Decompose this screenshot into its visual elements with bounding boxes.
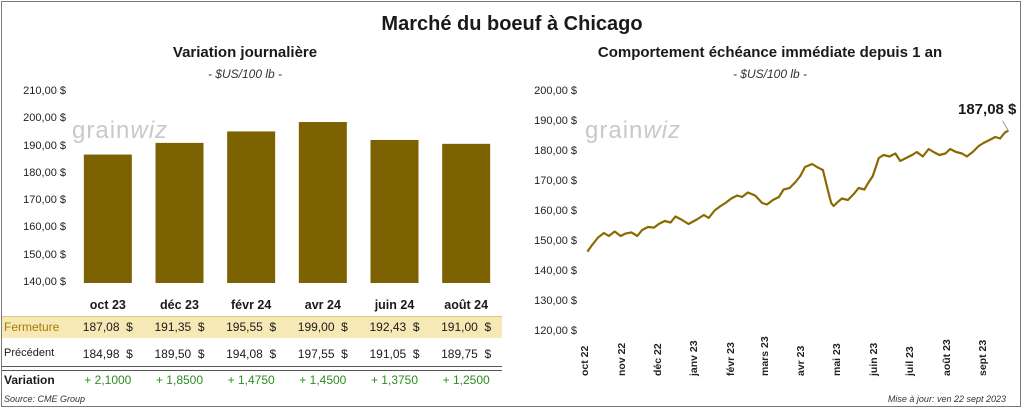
variation-cell: + 1,3750 [370, 373, 419, 387]
x-month-label: févr 23 [725, 342, 738, 376]
bar [227, 131, 276, 283]
watermark-text1: grain [72, 117, 131, 144]
bar [155, 142, 204, 283]
y-tick-label: 180,00 $ [23, 166, 66, 179]
precedent-cell: 197,55 $ [297, 347, 348, 361]
fermeture-cell: 191,35 $ [154, 320, 205, 334]
x-month-label: avr 23 [795, 345, 808, 376]
source-note: Source: CME Group [4, 394, 86, 404]
fermeture-cell: 187,08 $ [82, 320, 133, 334]
variation-cell: + 1,4500 [299, 373, 347, 387]
row-label-variation: Variation [4, 373, 55, 387]
fermeture-cell: 192,43 $ [369, 320, 420, 334]
label-leader [1002, 120, 1009, 132]
precedent-cell: 184,98 $ [82, 347, 133, 361]
watermark-left: grainwiz [72, 117, 168, 145]
y-tick-label: 170,00 $ [534, 175, 577, 187]
fermeture-cell: 199,00 $ [297, 320, 348, 334]
table-divider [2, 370, 502, 371]
watermark-text1: grain [585, 117, 644, 144]
x-category-label: avr 24 [304, 298, 341, 312]
precedent-cell: 191,05 $ [369, 347, 420, 361]
fermeture-cell: 195,55 $ [226, 320, 277, 334]
y-tick-label: 160,00 $ [23, 221, 66, 234]
y-tick-label: 190,00 $ [534, 115, 577, 127]
y-tick-label: 150,00 $ [534, 235, 577, 247]
x-month-label: août 23 [940, 339, 953, 376]
x-category-label: oct 23 [89, 298, 126, 312]
bar [370, 139, 419, 283]
y-tick-label: 120,00 $ [534, 325, 577, 337]
watermark-text2: wiz [130, 117, 169, 144]
watermark-right: grainwiz [585, 117, 681, 145]
table-divider [2, 366, 502, 367]
left-chart-title: Variation journalière [172, 44, 318, 61]
y-tick-label: 190,00 $ [23, 139, 66, 152]
y-tick-label: 180,00 $ [534, 145, 577, 157]
x-category-label: août 24 [444, 298, 489, 312]
x-month-label: mars 23 [758, 336, 771, 376]
row-label-precedent: Précédent [4, 347, 55, 359]
x-category-label: févr 24 [231, 298, 272, 312]
x-month-label: mai 23 [831, 343, 844, 376]
x-category-label: juin 24 [374, 298, 415, 312]
y-tick-label: 200,00 $ [534, 85, 577, 97]
x-month-label: janv 23 [688, 340, 701, 376]
bar [298, 122, 347, 283]
bar [83, 154, 132, 283]
row-label-fermeture: Fermeture [4, 320, 60, 334]
y-tick-label: 140,00 $ [534, 265, 577, 277]
update-note: Mise à jour: ven 22 sept 2023 [887, 394, 1006, 404]
y-tick-label: 200,00 $ [23, 112, 66, 125]
watermark-text2: wiz [643, 117, 682, 144]
y-tick-label: 210,00 $ [23, 85, 66, 97]
y-tick-label: 130,00 $ [534, 295, 577, 307]
x-month-label: juil 23 [903, 346, 916, 376]
table-divider [2, 316, 502, 317]
right-chart-title: Comportement échéance immédiate depuis 1… [597, 44, 943, 61]
page-title: Marché du boeuf à Chicago [381, 13, 643, 35]
fermeture-row-bg [2, 316, 502, 338]
x-category-label: déc 23 [160, 298, 199, 312]
y-tick-label: 160,00 $ [534, 205, 577, 217]
variation-cell: + 1,4750 [227, 373, 275, 387]
fermeture-cell: 191,00 $ [441, 320, 492, 334]
variation-cell: + 1,8500 [155, 373, 204, 387]
left-chart-unit: - $US/100 lb - [207, 67, 283, 81]
x-month-label: sept 23 [977, 339, 990, 376]
precedent-cell: 189,75 $ [441, 347, 492, 361]
bar [442, 143, 491, 283]
series-line [586, 129, 1009, 253]
x-month-label: déc 22 [651, 343, 664, 376]
x-month-label: juin 23 [868, 342, 881, 376]
precedent-cell: 189,50 $ [154, 347, 205, 361]
last-price-label: 187,08 $ [958, 101, 1017, 118]
right-chart-unit: - $US/100 lb - [732, 67, 808, 81]
y-tick-label: 150,00 $ [23, 248, 66, 261]
x-month-label: oct 22 [579, 345, 591, 376]
precedent-cell: 194,08 $ [226, 347, 277, 361]
y-tick-label: 140,00 $ [23, 276, 66, 288]
variation-cell: + 1,2500 [442, 373, 490, 387]
x-month-label: nov 22 [615, 342, 628, 376]
variation-cell: + 2,1000 [84, 373, 132, 387]
y-tick-label: 170,00 $ [23, 194, 66, 207]
